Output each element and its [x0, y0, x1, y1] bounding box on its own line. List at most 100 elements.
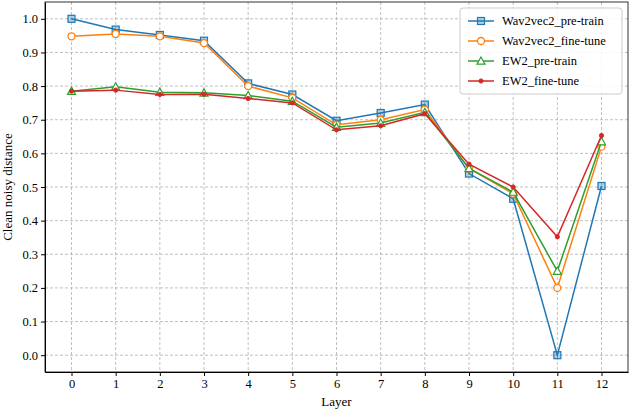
marker [69, 89, 73, 93]
legend: Wav2vec2_pre-trainWav2vec2_fine-tuneEW2_… [460, 8, 622, 94]
tick: 0.5 [22, 181, 45, 195]
tick-mark [41, 221, 45, 222]
legend-label: Wav2vec2_pre-train [502, 14, 604, 28]
tick: 1.0 [22, 12, 45, 26]
tick-mark [41, 355, 45, 356]
tick: 10 [507, 372, 519, 391]
grid-line-x [204, 2, 205, 372]
legend-marker [477, 57, 485, 64]
tick: 2 [157, 372, 163, 391]
tick-label: 0.6 [22, 147, 38, 161]
tick-label: 12 [596, 377, 609, 391]
tick-mark [41, 187, 45, 188]
legend-label: Wav2vec2_fine-tune [502, 34, 606, 48]
tick-label: 8 [422, 377, 428, 391]
tick-mark [513, 372, 514, 376]
tick-label: 0.9 [22, 46, 38, 60]
tick-label: 0.8 [22, 80, 38, 94]
tick: 7 [378, 372, 384, 391]
tick-label: 0.5 [22, 181, 38, 195]
marker [334, 128, 338, 132]
tick: 0.9 [22, 46, 45, 60]
tick-mark [41, 153, 45, 154]
grid-line-y [45, 254, 628, 255]
grid-line-y [45, 287, 628, 288]
tick: 4 [246, 372, 253, 391]
grid-line-y [45, 187, 628, 188]
marker [555, 235, 559, 239]
tick-mark [292, 372, 293, 376]
marker [423, 112, 427, 116]
marker [554, 284, 561, 291]
marker [68, 15, 75, 22]
marker [467, 162, 471, 166]
tick-mark [41, 120, 45, 121]
tick-label: 4 [246, 377, 253, 391]
marker [156, 33, 163, 40]
legend-marker [478, 38, 485, 45]
tick-label: 10 [507, 377, 519, 391]
marker [511, 185, 515, 189]
marker [201, 40, 208, 47]
marker [379, 124, 383, 128]
tick-mark [41, 288, 45, 289]
tick-mark [41, 86, 45, 87]
tick-mark [41, 52, 45, 53]
plot-frame [45, 2, 628, 372]
tick-mark [41, 322, 45, 323]
tick-mark [248, 372, 249, 376]
tick-label: 1.0 [22, 12, 38, 26]
series-line [72, 87, 602, 271]
tick-mark [381, 372, 382, 376]
tick: 0.7 [22, 113, 45, 127]
legend-box [460, 8, 622, 94]
tick-mark [602, 372, 603, 376]
tick-label: 9 [466, 377, 472, 391]
tick-mark [469, 372, 470, 376]
marker [599, 133, 603, 137]
tick: 5 [290, 372, 296, 391]
marker [554, 352, 561, 359]
tick: 9 [466, 372, 472, 391]
tick-mark [557, 372, 558, 376]
tick: 8 [422, 372, 428, 391]
marker [158, 92, 162, 96]
marker [202, 92, 206, 96]
grid [45, 2, 628, 372]
y-axis-title: Clean noisy distance [0, 133, 15, 241]
tick: 0.2 [22, 281, 45, 295]
tick-label: 0.4 [22, 214, 38, 228]
marker [114, 88, 118, 92]
tick-label: 5 [290, 377, 296, 391]
tick-label: 0.3 [22, 248, 38, 262]
tick-label: 11 [552, 377, 564, 391]
grid-line-y [45, 220, 628, 221]
tick-label: 1 [113, 377, 119, 391]
tick-label: 0.2 [22, 281, 38, 295]
tick: 3 [201, 372, 207, 391]
tick-mark [160, 372, 161, 376]
tick: 0.3 [22, 248, 45, 262]
series-group [67, 15, 605, 358]
tick: 0.6 [22, 147, 45, 161]
marker [112, 30, 119, 37]
tick-label: 6 [334, 377, 340, 391]
tick-label: 0.7 [22, 113, 38, 127]
tick-label: 7 [378, 377, 384, 391]
tick: 11 [552, 372, 564, 391]
tick-mark [72, 372, 73, 376]
tick: 0 [69, 372, 75, 391]
series-line [72, 90, 602, 237]
tick: 0.4 [22, 214, 45, 228]
marker [377, 110, 384, 117]
tick-mark [41, 19, 45, 20]
tick-mark [337, 372, 338, 376]
tick: 6 [334, 372, 340, 391]
marker [246, 96, 250, 100]
tick-mark [41, 254, 45, 255]
tick-label: 0 [69, 377, 75, 391]
tick: 0.8 [22, 80, 45, 94]
plot-area: 01234567891011120.00.10.20.30.40.50.60.7… [22, 2, 628, 391]
tick-mark [204, 372, 205, 376]
marker [245, 83, 252, 90]
